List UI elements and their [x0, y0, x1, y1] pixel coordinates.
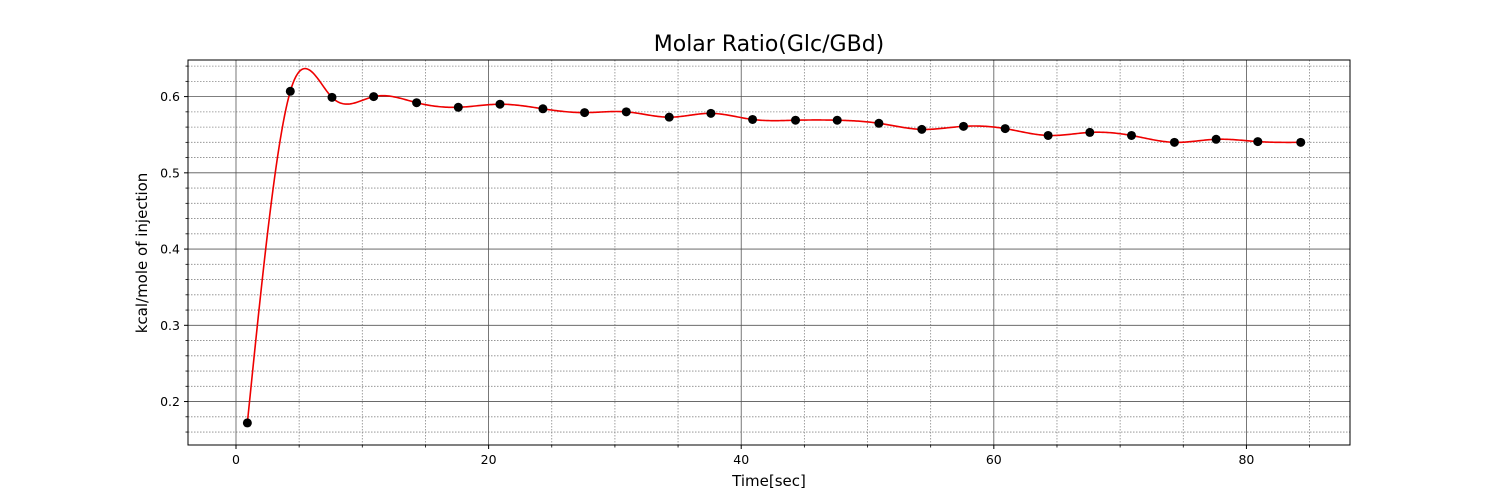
x-tick-label: 80	[1238, 452, 1254, 467]
major-grid	[188, 60, 1350, 445]
y-axis-label: kcal/mole of injection	[133, 173, 151, 334]
data-point	[538, 104, 548, 114]
fit-curve	[246, 67, 1301, 423]
data-point	[621, 107, 631, 117]
data-point	[832, 115, 842, 125]
data-point	[959, 121, 969, 131]
x-axis-label: Time[sec]	[731, 472, 806, 490]
data-point	[664, 112, 674, 122]
x-tick-label: 0	[232, 452, 240, 467]
x-tick-label: 20	[481, 452, 497, 467]
data-point	[1211, 134, 1221, 144]
data-point	[1169, 137, 1179, 147]
data-point	[242, 418, 252, 428]
data-point	[495, 99, 505, 109]
data-point	[580, 108, 590, 118]
data-point	[1296, 137, 1306, 147]
data-point	[1085, 127, 1095, 137]
axes-frame	[187, 59, 1351, 446]
data-point	[1043, 130, 1053, 140]
y-tick-label: 0.3	[160, 318, 180, 333]
data-point	[1000, 124, 1010, 134]
data-point	[748, 114, 758, 124]
chart-title: Molar Ratio(Glc/GBd)	[654, 32, 885, 57]
tick-labels: 0 20 40 60 80 0.2 0.3 0.4 0.5 0.6	[160, 89, 1254, 467]
data-point	[412, 98, 422, 108]
data-point	[369, 92, 379, 102]
y-tick-label: 0.4	[160, 242, 180, 257]
data-point	[706, 108, 716, 118]
y-tick-label: 0.2	[160, 394, 180, 409]
data-point	[327, 92, 337, 102]
axis-ticks	[184, 65, 1310, 449]
minor-grid	[188, 60, 1350, 445]
data-point	[917, 124, 927, 134]
y-tick-label: 0.5	[160, 165, 180, 180]
data-point	[1253, 137, 1263, 147]
data-point	[1126, 130, 1136, 140]
data-point	[791, 115, 801, 125]
y-tick-label: 0.6	[160, 89, 180, 104]
data-point	[874, 118, 884, 128]
x-tick-label: 60	[986, 452, 1002, 467]
data-point	[285, 86, 295, 96]
x-tick-label: 40	[733, 452, 749, 467]
data-point	[453, 102, 463, 112]
data-points	[242, 86, 1306, 428]
